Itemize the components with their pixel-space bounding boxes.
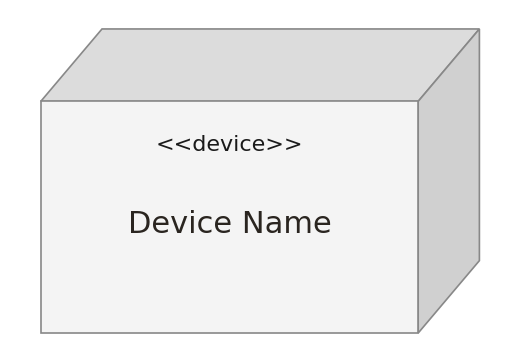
Text: Device Name: Device Name: [127, 210, 331, 239]
Polygon shape: [41, 101, 417, 333]
Polygon shape: [417, 29, 478, 333]
Text: <<device>>: <<device>>: [155, 135, 303, 155]
Polygon shape: [41, 29, 478, 101]
